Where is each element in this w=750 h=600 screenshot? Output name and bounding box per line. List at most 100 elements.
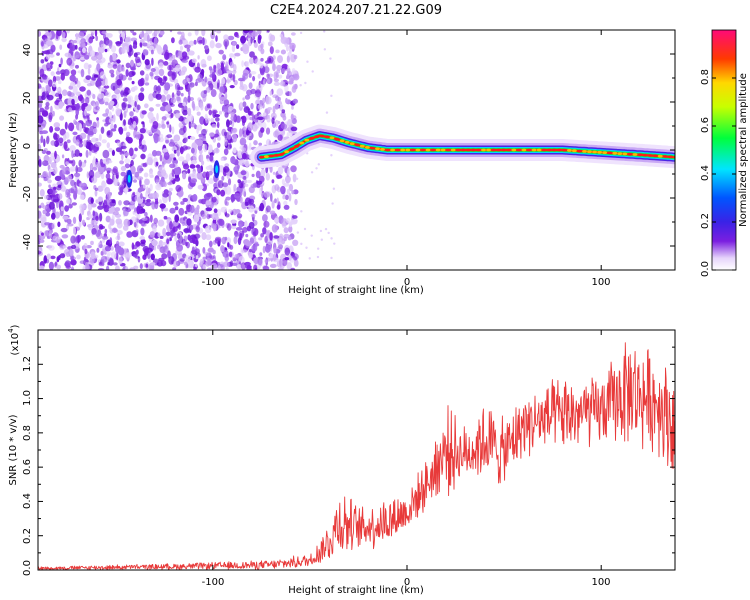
noise-blob: [179, 70, 186, 76]
noise-blob: [133, 254, 138, 258]
noise-blob: [66, 139, 71, 144]
noise-blob: [102, 258, 105, 267]
noise-blob: [163, 215, 168, 220]
signal-peak: [647, 154, 653, 157]
noise-streak-core: [215, 165, 219, 174]
noise-blob: [281, 109, 286, 114]
noise-blob: [75, 55, 81, 59]
noise-blob: [271, 224, 278, 233]
noise-blob: [155, 93, 162, 100]
noise-blob: [271, 179, 275, 184]
noise-blob: [112, 85, 116, 92]
noise-blob: [231, 225, 237, 230]
noise-blob: [100, 250, 104, 256]
noise-blob: [175, 184, 182, 192]
noise-blob: [239, 188, 243, 197]
noise-blob: [187, 32, 192, 37]
noise-blob: [257, 256, 263, 266]
noise-blob: [41, 130, 48, 135]
noise-blob: [172, 158, 179, 165]
noise-blob: [279, 258, 282, 267]
noise-blob: [97, 92, 105, 99]
noise-blob: [165, 104, 172, 112]
noise-blob: [68, 122, 75, 132]
noise-blob: [172, 267, 177, 270]
noise-blob: [107, 210, 114, 214]
noise-blob: [287, 119, 293, 128]
signal-peak: [440, 148, 446, 152]
noise-blob: [84, 108, 87, 117]
noise-blob: [210, 31, 215, 40]
noise-blob: [139, 70, 145, 76]
noise-blob: [294, 198, 298, 206]
noise-blob: [105, 167, 112, 172]
noise-blob: [181, 51, 188, 59]
noise-blob: [236, 213, 243, 219]
colorbar-tick-label: 0.6: [700, 117, 711, 133]
noise-blob: [91, 137, 98, 143]
noise-blob: [257, 116, 264, 121]
noise-blob: [71, 98, 75, 105]
noise-blob: [234, 254, 240, 259]
noise-blob: [67, 107, 73, 113]
signal-peak: [556, 148, 562, 152]
noise-blob: [100, 43, 107, 49]
noise-blob: [156, 45, 162, 52]
noise-blob: [123, 46, 128, 53]
noise-blob: [281, 222, 287, 229]
noise-blob: [220, 206, 228, 213]
noise-blob: [88, 214, 94, 219]
noise-blob: [107, 131, 111, 136]
colorbar-label: Normalized spectral amplitude: [738, 73, 749, 227]
noise-blob: [159, 203, 166, 209]
noise-blob: [138, 92, 145, 101]
noise-blob: [209, 154, 214, 162]
noise-blob: [58, 93, 63, 100]
noise-blob: [62, 215, 69, 220]
noise-blob: [232, 41, 236, 46]
noise-blob: [273, 218, 279, 223]
noise-blob: [46, 150, 51, 155]
noise-blob: [48, 168, 54, 172]
noise-blob: [78, 213, 82, 223]
noise-blob: [42, 209, 47, 215]
noise-blob: [43, 138, 46, 148]
noise-blob: [46, 135, 50, 145]
noise-blob: [220, 189, 226, 197]
noise-blob: [108, 207, 116, 212]
noise-blob: [126, 137, 133, 144]
noise-blob: [121, 102, 127, 111]
signal-peak: [339, 139, 345, 143]
noise-blob: [209, 132, 215, 137]
noise-blob: [215, 117, 220, 122]
noise-blob: [266, 30, 270, 33]
noise-blob: [139, 236, 145, 241]
noise-blob: [188, 50, 195, 56]
noise-blob: [231, 127, 237, 133]
noise-dot: [316, 247, 320, 250]
noise-blob: [105, 108, 110, 115]
noise-blob: [194, 81, 198, 87]
noise-blob: [70, 179, 76, 187]
noise-blob: [90, 251, 96, 259]
signal-peak: [375, 147, 380, 151]
noise-blob: [203, 90, 207, 94]
signal-peak: [304, 138, 310, 142]
noise-blob: [248, 142, 252, 151]
noise-blob: [237, 237, 242, 246]
noise-blob: [249, 57, 254, 65]
noise-blob: [63, 141, 68, 150]
noise-blob: [95, 161, 99, 168]
noise-blob: [168, 58, 174, 62]
noise-blob: [223, 34, 229, 41]
noise-blob: [120, 171, 127, 177]
noise-blob: [216, 62, 221, 70]
noise-blob: [143, 172, 149, 178]
noise-blob: [248, 110, 252, 116]
noise-blob: [208, 240, 213, 248]
noise-blob: [155, 103, 161, 107]
noise-blob: [287, 51, 292, 57]
noise-blob: [144, 59, 150, 66]
noise-blob: [258, 129, 263, 138]
noise-blob: [73, 56, 76, 62]
